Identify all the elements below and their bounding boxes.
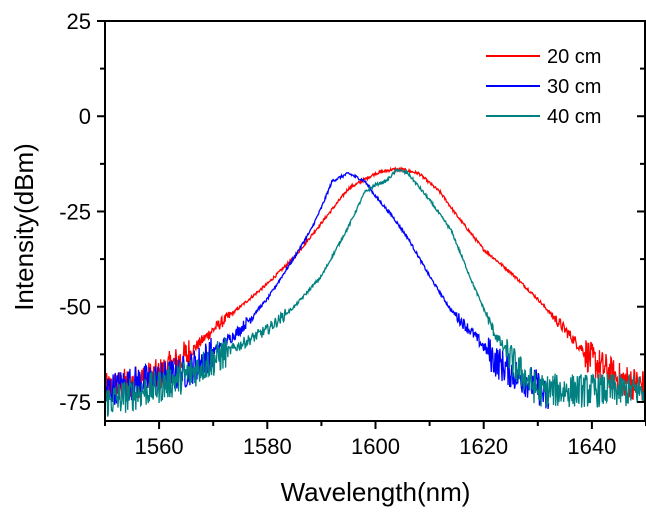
y-axis-title: Intensity(dBm) <box>9 143 39 311</box>
axis-ticks <box>97 20 646 429</box>
x-tick-label: 1640 <box>567 434 616 459</box>
legend-label: 40 cm <box>547 106 601 128</box>
legend-label: 20 cm <box>547 46 601 68</box>
y-tick-label: 25 <box>67 9 91 34</box>
legend: 20 cm 30 cm 40 cm <box>486 46 601 128</box>
y-tick-label: -25 <box>59 199 91 224</box>
series-lines <box>104 166 646 417</box>
x-tick-label: 1600 <box>351 434 400 459</box>
x-tick-label: 1560 <box>135 434 184 459</box>
legend-label: 30 cm <box>547 76 601 98</box>
x-axis-title: Wavelength(nm) <box>281 477 471 507</box>
y-tick-label: 0 <box>79 104 91 129</box>
series-line-20-cm <box>104 166 646 401</box>
series-line-40-cm <box>104 168 646 417</box>
y-tick-label: -50 <box>59 295 91 320</box>
axis-tick-labels: 1560 1580 1600 1620 1640 25 0 -25 -50 -75 <box>59 9 616 459</box>
y-tick-label: -75 <box>59 390 91 415</box>
x-tick-label: 1580 <box>243 434 292 459</box>
x-tick-label: 1620 <box>459 434 508 459</box>
series-line-30-cm <box>104 171 550 410</box>
